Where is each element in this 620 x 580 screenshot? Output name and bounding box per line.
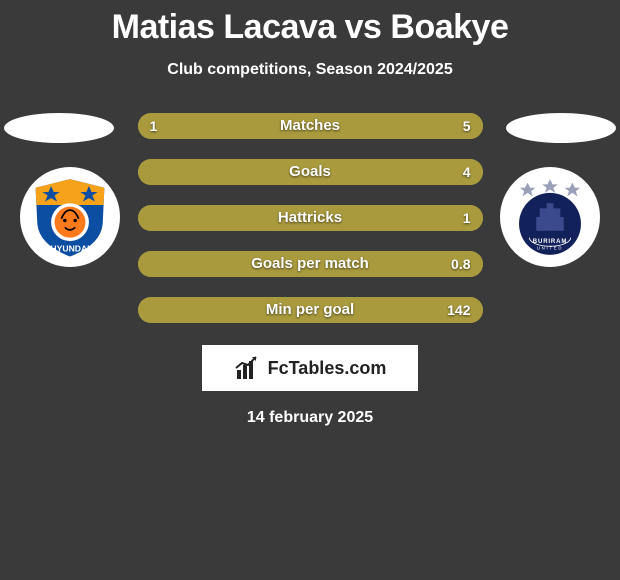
stat-bar: 1Hattricks xyxy=(138,205,483,231)
stat-label: Goals xyxy=(138,159,483,185)
stat-bar: 4Goals xyxy=(138,159,483,185)
stat-label: Hattricks xyxy=(138,205,483,231)
comparison-layout: HYUNDAI BURIRAM UNITED 15Matches 4Goals 1H… xyxy=(0,113,620,323)
left-club-crest: HYUNDAI xyxy=(20,167,120,267)
ulsan-crest-icon: HYUNDAI xyxy=(27,174,113,260)
stat-bar: 15Matches xyxy=(138,113,483,139)
stat-bars: 15Matches 4Goals 1Hattricks 0.8Goals per ma… xyxy=(138,113,483,323)
right-flag-ellipse xyxy=(506,113,616,143)
right-club-crest: BURIRAM UNITED xyxy=(500,167,600,267)
page-title: Matias Lacava vs Boakye xyxy=(0,0,620,47)
stat-label: Matches xyxy=(138,113,483,139)
chart-icon xyxy=(234,354,262,382)
left-flag-ellipse xyxy=(4,113,114,143)
svg-text:UNITED: UNITED xyxy=(537,246,563,251)
branding-text: FcTables.com xyxy=(268,358,387,379)
comparison-date: 14 february 2025 xyxy=(0,409,620,427)
svg-text:BURIRAM: BURIRAM xyxy=(533,239,567,245)
page-subtitle: Club competitions, Season 2024/2025 xyxy=(0,61,620,79)
stat-label: Goals per match xyxy=(138,251,483,277)
buriram-crest-icon: BURIRAM UNITED xyxy=(507,174,593,260)
branding-box: FcTables.com xyxy=(202,345,418,391)
stat-bar: 142Min per goal xyxy=(138,297,483,323)
svg-text:HYUNDAI: HYUNDAI xyxy=(50,243,89,253)
stat-label: Min per goal xyxy=(138,297,483,323)
stat-bar: 0.8Goals per match xyxy=(138,251,483,277)
